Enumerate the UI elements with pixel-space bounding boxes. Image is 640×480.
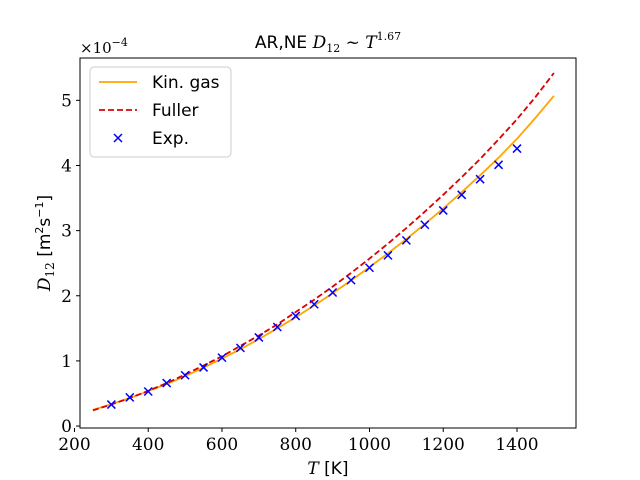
chart-title-math-rel: ~ T — [340, 33, 378, 53]
data-point — [125, 392, 135, 402]
legend-label: Exp. — [152, 129, 189, 149]
y-tick-label: 5 — [61, 91, 72, 111]
data-point — [512, 144, 522, 154]
x-axis-label-var: T — [307, 459, 320, 479]
data-point — [364, 263, 375, 273]
legend: Kin. gas Fuller Exp. — [89, 66, 232, 158]
y-tick-label: 2 — [61, 287, 72, 307]
y-axis-label-sub: 12 — [43, 262, 57, 277]
data-point — [272, 322, 282, 332]
series-line-fuller — [92, 72, 555, 412]
y-axis-multiplier-exp: −4 — [112, 36, 128, 49]
data-point — [475, 174, 485, 184]
data-point — [346, 275, 356, 285]
chart-title-text: AR,NE — [255, 33, 307, 53]
plot-frame — [79, 57, 577, 429]
legend-entry-exp: Exp. — [113, 129, 189, 149]
data-point — [383, 250, 393, 260]
legend-entry-kin-gas: Kin. gas — [99, 73, 220, 93]
x-tick-label: 200 — [58, 435, 90, 455]
y-axis-ticks: 0 1 2 3 4 5 — [61, 91, 80, 437]
x-axis-ticks: 200 400 600 800 1000 1200 1400 — [58, 428, 539, 455]
legend-marker — [113, 133, 123, 143]
legend-entry-fuller: Fuller — [99, 101, 199, 121]
y-axis-label-unit-c: ] — [35, 195, 55, 202]
y-tick-label: 1 — [61, 352, 72, 372]
y-tick-label: 4 — [61, 156, 72, 176]
chart-title: AR,NE D12 ~ T1.67 — [255, 30, 401, 55]
data-point — [328, 287, 338, 298]
data-point — [217, 353, 227, 363]
y-axis-multiplier-base: ×10 — [80, 39, 112, 57]
x-tick-label: 1200 — [422, 435, 465, 455]
plot-area — [92, 72, 555, 412]
y-axis-label-unit-b: s — [35, 218, 55, 227]
data-point — [309, 299, 319, 309]
data-point — [199, 362, 209, 372]
data-point — [106, 400, 116, 410]
y-axis-label-unit-sup1: 2 — [33, 227, 46, 234]
series-line-kin-gas — [92, 95, 555, 411]
chart-title-math-sub: 12 — [326, 42, 340, 55]
data-point — [457, 190, 467, 200]
data-point — [180, 370, 190, 380]
data-point — [291, 311, 301, 321]
x-tick-label: 1000 — [348, 435, 391, 455]
data-point — [143, 386, 153, 397]
chart-title-math-sup: 1.67 — [377, 30, 402, 43]
data-point — [162, 378, 172, 388]
x-axis-label: T [K] — [307, 459, 348, 479]
x-tick-label: 800 — [280, 435, 312, 455]
data-point — [438, 205, 448, 215]
y-axis-multiplier: ×10−4 — [80, 36, 128, 57]
series-exp — [106, 144, 522, 410]
data-point — [254, 332, 264, 342]
y-axis-label-unit-a: [m — [35, 234, 55, 263]
chart-title-math: D — [312, 33, 327, 53]
data-point — [494, 160, 504, 170]
data-point — [401, 235, 411, 245]
x-tick-label: 400 — [132, 435, 164, 455]
y-axis-label-var: D — [35, 277, 55, 292]
legend-label: Kin. gas — [152, 73, 220, 93]
x-tick-label: 600 — [206, 435, 238, 455]
y-axis-label-unit-sup2: −1 — [33, 202, 46, 218]
y-tick-label: 3 — [61, 222, 72, 242]
data-point — [420, 220, 430, 230]
y-tick-label: 0 — [61, 417, 72, 437]
legend-box — [89, 66, 232, 158]
x-tick-label: 1400 — [495, 435, 538, 455]
x-axis-label-unit: [K] — [319, 459, 349, 479]
legend-label: Fuller — [152, 101, 199, 121]
data-point — [235, 343, 245, 353]
y-axis-label: D12 [m2s−1] — [33, 195, 57, 292]
